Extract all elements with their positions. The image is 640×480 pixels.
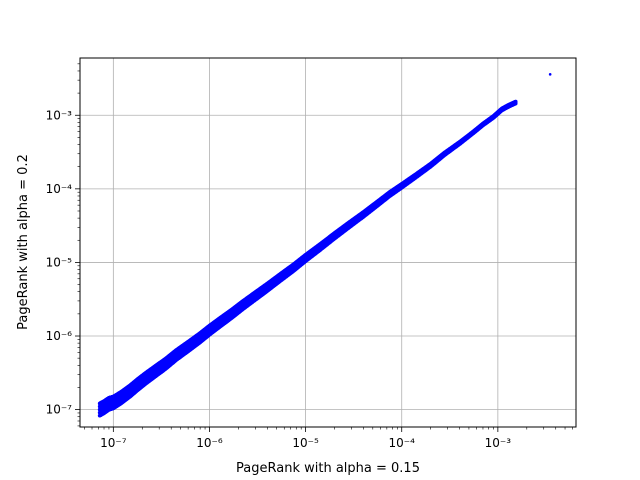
x-tick-label: 10⁻⁵	[292, 436, 319, 450]
plot-frame	[79, 57, 577, 428]
x-tick-label: 10⁻³	[485, 436, 512, 450]
y-tick-label: 10⁻⁴	[46, 182, 73, 196]
data-point	[548, 73, 552, 76]
x-tick-label: 10⁻⁷	[100, 436, 127, 450]
y-axis-label: PageRank with alpha = 0.2	[16, 154, 31, 330]
x-axis-label: PageRank with alpha = 0.15	[236, 461, 420, 476]
y-tick-label: 10⁻⁷	[46, 403, 73, 417]
data-points	[97, 73, 552, 418]
tick-marks: 10⁻⁷ 10⁻⁶ 10⁻⁵ 10⁻⁴ 10⁻³ 10⁻⁷ 10⁻⁶ 10⁻⁵ 10⁻⁴ 10⁻³	[46, 63, 573, 450]
x-tick-label: 10⁻⁴	[389, 436, 416, 450]
data-point	[513, 99, 518, 104]
y-tick-label: 10⁻⁵	[46, 255, 73, 269]
x-tick-label: 10⁻⁶	[196, 436, 223, 450]
y-tick-label: 10⁻⁶	[46, 329, 73, 343]
y-tick-label: 10⁻³	[46, 108, 73, 122]
